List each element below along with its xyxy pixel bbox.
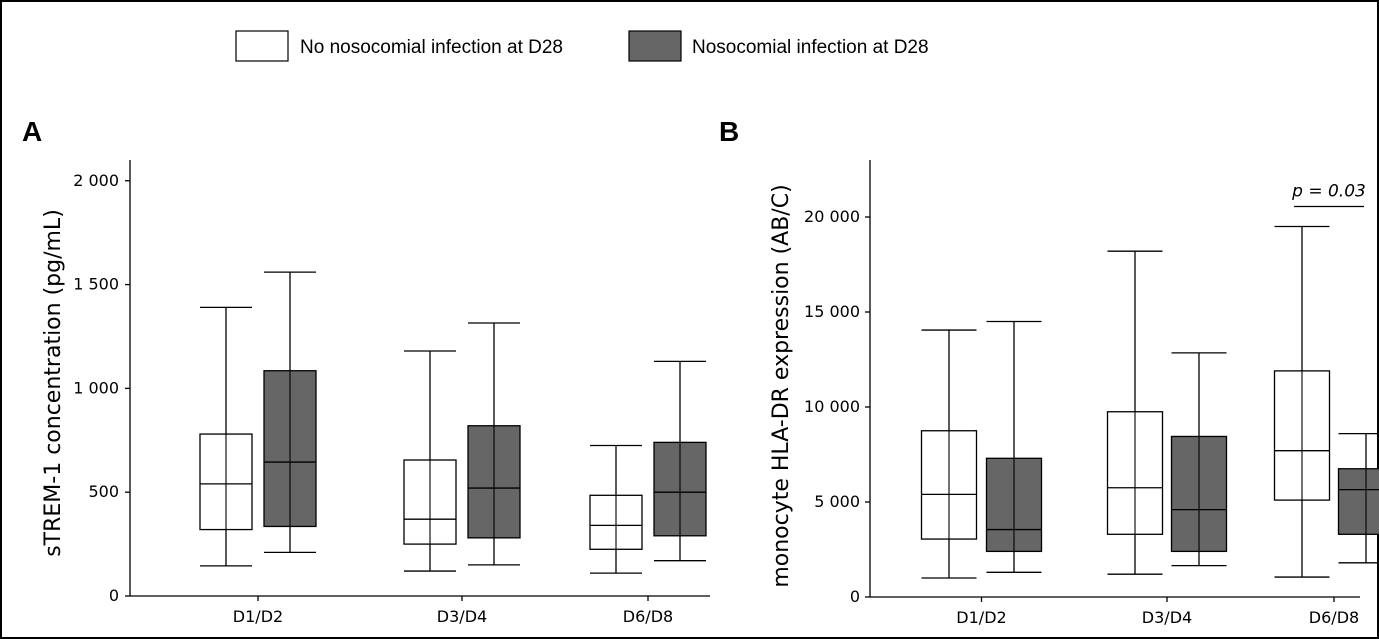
panel-b-x-tick-label: D1/D2 xyxy=(956,608,1006,627)
legend-label-no-infection: No nosocomial infection at D28 xyxy=(300,37,563,58)
panel-a-y-tick-label: 2 000 xyxy=(73,171,119,190)
panel-a-y-tick-label: 0 xyxy=(109,586,119,605)
panel-b-y-tick-label: 0 xyxy=(850,587,860,606)
panel-a-box-no-infection-d1-d2 xyxy=(199,306,253,567)
panel-a-y-tick-label: 1 500 xyxy=(73,275,119,294)
panel-a-box-infection-d3-d4 xyxy=(467,322,521,566)
panel-a-x-tick-label: D3/D4 xyxy=(437,607,487,626)
panel-b-letter: B xyxy=(719,116,739,147)
panel-a-x-tick-label: D1/D2 xyxy=(233,607,283,626)
legend-label-infection: Nosocomial infection at D28 xyxy=(692,37,929,58)
legend-swatch-infection xyxy=(628,30,682,62)
panel-b-box-no-infection-d3-d4 xyxy=(1106,250,1164,575)
panel-b-x-tick-label: D3/D4 xyxy=(1142,608,1192,627)
panel-b-box-infection-d6-d8 xyxy=(1337,432,1379,564)
panel-b-box-no-infection-d6-d8 xyxy=(1273,225,1331,578)
panel-a-box-no-infection-d3-d4 xyxy=(403,350,457,572)
panel-b-x-tick-label: D6/D8 xyxy=(1309,608,1359,627)
panel-a-box-infection-d6-d8 xyxy=(653,360,707,562)
panel-a-axes: 0 500 1 000 1 500 2 000 D1/D2 D3/D4 D6/D8 xyxy=(73,160,710,626)
panel-b-box-no-infection-d1-d2 xyxy=(920,329,978,579)
panel-b: B monocyte HLA-DR expression (AB/C) 0 5 0… xyxy=(719,116,1379,627)
panel-b-box-infection-d3-d4 xyxy=(1170,352,1228,567)
panel-a: A sTREM-1 concentration (pg/mL) 0 500 1 00… xyxy=(22,116,710,626)
panel-b-y-tick-label: 5 000 xyxy=(814,492,860,511)
panel-b-marks: p = 0.03 xyxy=(920,182,1379,579)
panel-a-box-no-infection-d6-d8 xyxy=(589,444,643,574)
panel-b-y-tick-label: 10 000 xyxy=(804,397,860,416)
panel-b-y-tick-label: 15 000 xyxy=(804,302,860,321)
panel-b-box-rect xyxy=(1337,468,1379,535)
panel-a-y-tick-label: 500 xyxy=(88,482,119,501)
panel-a-marks xyxy=(199,271,707,574)
panel-a-letter: A xyxy=(22,116,42,147)
panel-a-x-tick-label: D6/D8 xyxy=(623,607,673,626)
legend: No nosocomial infection at D28 Nosocomia… xyxy=(235,30,929,62)
panel-b-p-value-label: p = 0.03 xyxy=(1291,182,1366,202)
panel-a-box-infection-d1-d2 xyxy=(263,271,317,554)
legend-swatch-no-infection xyxy=(235,30,289,62)
panel-b-box-infection-d1-d2 xyxy=(985,320,1043,573)
panel-a-y-tick-label: 1 000 xyxy=(73,378,119,397)
panel-a-ylabel: sTREM-1 concentration (pg/mL) xyxy=(41,209,66,557)
panel-b-y-tick-label: 20 000 xyxy=(804,207,860,226)
panel-b-ylabel: monocyte HLA-DR expression (AB/C) xyxy=(769,184,794,587)
panel-b-axes: 0 5 000 10 000 15 000 20 000 D1/D2 D3/D4 D6/D8 xyxy=(804,160,1360,627)
